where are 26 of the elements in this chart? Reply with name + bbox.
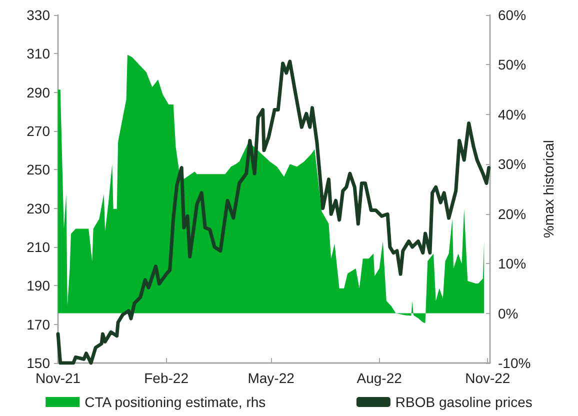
- y2-tick-label: 40%: [498, 106, 526, 122]
- legend-label: RBOB gasoline prices: [395, 394, 532, 410]
- y-tick-label: 310: [26, 46, 50, 62]
- y-tick-label: 230: [26, 200, 50, 216]
- y2-tick-label: 50%: [498, 56, 526, 73]
- legend-label: CTA positioning estimate, rhs: [84, 394, 266, 410]
- y-tick-label: 330: [26, 7, 50, 23]
- y-tick-label: 170: [26, 316, 50, 332]
- y2-tick-label: 30%: [498, 156, 526, 172]
- y2-tick-label: 10%: [498, 256, 526, 272]
- y-tick-label: 290: [26, 84, 50, 100]
- x-tick-label: Nov-21: [35, 370, 81, 386]
- x-tick-label: Aug-22: [356, 370, 402, 386]
- x-tick-label: Feb-22: [144, 370, 189, 386]
- y2-tick-label: 20%: [498, 206, 526, 222]
- y-tick-label: 250: [26, 162, 50, 178]
- y2-tick-label: 0%: [498, 305, 518, 322]
- y-tick-label: 150: [26, 355, 50, 371]
- y2-axis-title: %max historical: [540, 140, 557, 238]
- x-tick-label: May-22: [248, 370, 295, 386]
- y-tick-label: 270: [26, 123, 50, 139]
- y-tick-label: 190: [26, 278, 50, 294]
- y2-tick-label: 60%: [498, 7, 526, 23]
- y2-tick-label: -10%: [498, 355, 531, 371]
- x-tick-label: Nov-22: [465, 370, 510, 386]
- y-tick-label: 210: [26, 239, 50, 255]
